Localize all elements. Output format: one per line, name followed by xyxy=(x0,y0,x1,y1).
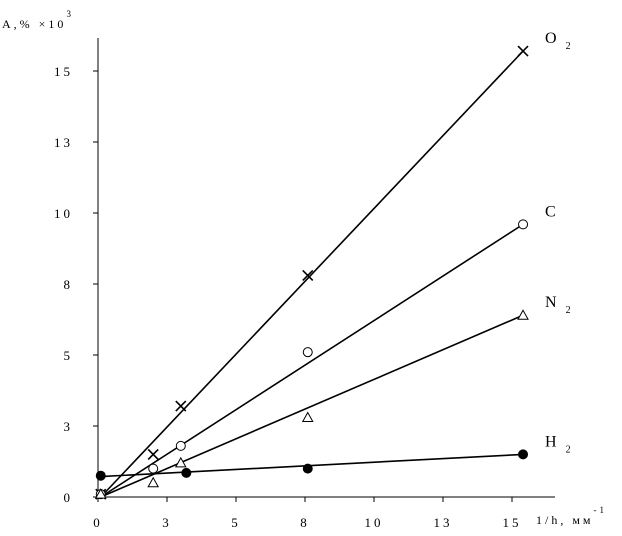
series-label-c: C xyxy=(545,203,556,220)
fit-line-n xyxy=(100,314,524,498)
fit-line-o xyxy=(100,50,524,498)
data-point-o xyxy=(517,45,529,57)
x-ticks: 0 3 5 8 10 13 15 xyxy=(93,497,522,530)
x-axis-title: 1/h, мм-1 xyxy=(536,505,607,527)
data-point-c xyxy=(148,463,159,474)
y-axis-title: A,% ×103 xyxy=(2,9,74,31)
x-tick-label: 13 xyxy=(434,515,453,530)
data-point-n xyxy=(301,411,314,422)
fit-lines xyxy=(100,50,524,498)
x-tick-label: 10 xyxy=(365,515,384,530)
y-ticks: 0 3 5 8 10 13 15 xyxy=(54,64,98,505)
axes: 0 3 5 8 10 13 15 0 3 5 8 10 13 15 xyxy=(54,38,555,530)
fit-line-c xyxy=(100,223,524,498)
data-point-c xyxy=(518,219,529,230)
data-point-c xyxy=(302,347,313,358)
x-tick-label: 5 xyxy=(231,515,241,530)
data-point-h xyxy=(181,467,192,478)
series-labels: O 2 C N 2 H 2 xyxy=(545,30,571,455)
y-tick-label: 8 xyxy=(64,277,74,292)
data-point-h xyxy=(302,463,313,474)
x-tick-label: 0 xyxy=(93,515,103,530)
data-point-c xyxy=(175,440,186,451)
y-tick-label: 3 xyxy=(64,419,74,434)
data-point-n xyxy=(94,488,107,499)
data-point-n xyxy=(174,456,187,468)
y-tick-label: 15 xyxy=(54,64,73,79)
data-point-o xyxy=(302,269,314,282)
y-tick-label: 13 xyxy=(54,135,73,150)
x-tick-label: 8 xyxy=(300,515,310,530)
x-tick-label: 3 xyxy=(162,515,172,530)
y-tick-label: 0 xyxy=(64,490,74,505)
y-tick-label: 10 xyxy=(54,206,73,221)
data-point-o xyxy=(147,448,159,460)
fit-line-h xyxy=(100,453,524,478)
data-point-n xyxy=(147,476,160,488)
data-point-h xyxy=(518,449,529,460)
data-point-n xyxy=(517,309,529,320)
data-point-h xyxy=(95,470,106,481)
y-tick-label: 5 xyxy=(64,348,74,363)
data-points xyxy=(94,45,529,500)
x-tick-label: 15 xyxy=(503,515,522,530)
data-point-o xyxy=(175,400,187,412)
